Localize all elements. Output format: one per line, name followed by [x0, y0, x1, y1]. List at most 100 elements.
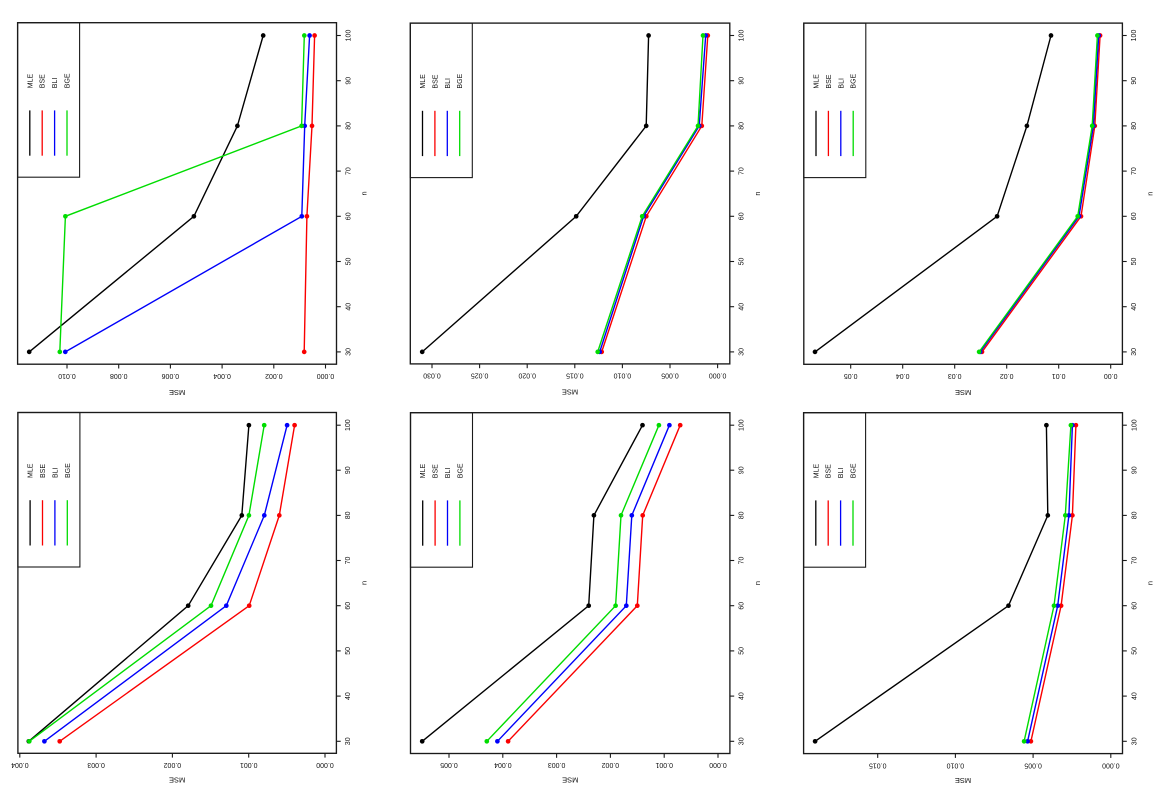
svg-text:0.000: 0.000 [317, 372, 335, 379]
svg-text:n: n [360, 581, 369, 585]
svg-text:90: 90 [1131, 466, 1138, 474]
svg-text:BSE: BSE [826, 74, 833, 88]
svg-text:50: 50 [1131, 647, 1138, 655]
svg-text:30: 30 [345, 737, 352, 745]
svg-text:0.003: 0.003 [548, 761, 566, 768]
svg-text:n: n [360, 191, 369, 195]
svg-text:MSE: MSE [955, 776, 971, 785]
svg-text:BGE: BGE [851, 73, 858, 88]
svg-text:90: 90 [345, 77, 352, 85]
svg-text:BLI: BLI [838, 468, 845, 479]
svg-text:0.001: 0.001 [240, 761, 258, 768]
svg-text:30: 30 [1131, 737, 1138, 745]
svg-text:n: n [753, 581, 762, 585]
svg-text:0.001: 0.001 [655, 761, 673, 768]
svg-text:BLI: BLI [52, 467, 59, 478]
svg-text:n: n [753, 191, 762, 195]
svg-text:40: 40 [1131, 303, 1138, 311]
svg-text:BSE: BSE [40, 74, 47, 88]
svg-text:BSE: BSE [433, 464, 440, 478]
svg-text:MLE: MLE [420, 74, 427, 89]
svg-text:60: 60 [345, 212, 352, 220]
svg-text:50: 50 [1131, 258, 1138, 266]
svg-text:0.005: 0.005 [661, 372, 679, 379]
svg-text:40: 40 [345, 303, 352, 311]
svg-text:0.002: 0.002 [265, 372, 283, 379]
svg-text:0.000: 0.000 [316, 761, 334, 768]
svg-text:0.01: 0.01 [1052, 372, 1066, 379]
svg-text:80: 80 [739, 122, 746, 130]
svg-text:MLE: MLE [27, 73, 34, 88]
svg-text:0.000: 0.000 [709, 761, 727, 768]
svg-text:60: 60 [345, 602, 352, 610]
svg-text:BSE: BSE [40, 464, 47, 478]
svg-text:BLI: BLI [445, 78, 452, 89]
svg-text:30: 30 [739, 737, 746, 745]
svg-text:MLE: MLE [28, 463, 35, 478]
svg-text:0.006: 0.006 [162, 372, 180, 379]
svg-text:0.008: 0.008 [110, 372, 128, 379]
svg-text:60: 60 [739, 602, 746, 610]
svg-text:MSE: MSE [955, 388, 971, 397]
svg-text:0.000: 0.000 [1102, 761, 1120, 768]
svg-text:MLE: MLE [813, 74, 820, 89]
svg-text:0.010: 0.010 [58, 372, 76, 379]
svg-text:30: 30 [1131, 348, 1138, 356]
svg-text:0.00: 0.00 [1104, 372, 1118, 379]
svg-text:BLI: BLI [445, 468, 452, 479]
svg-text:0.04: 0.04 [896, 372, 910, 379]
svg-text:50: 50 [345, 258, 352, 266]
svg-text:70: 70 [345, 557, 352, 565]
svg-text:BGE: BGE [64, 73, 71, 88]
svg-text:MLE: MLE [813, 463, 820, 478]
svg-text:70: 70 [1131, 557, 1138, 565]
svg-text:60: 60 [1131, 212, 1138, 220]
svg-text:MSE: MSE [562, 387, 578, 396]
svg-text:0.003: 0.003 [87, 761, 105, 768]
svg-text:0.005: 0.005 [1024, 761, 1042, 768]
svg-text:0.010: 0.010 [614, 372, 632, 379]
svg-text:70: 70 [739, 557, 746, 565]
svg-text:0.020: 0.020 [518, 372, 536, 379]
svg-text:0.002: 0.002 [602, 761, 620, 768]
svg-text:50: 50 [345, 647, 352, 655]
svg-text:40: 40 [739, 692, 746, 700]
svg-text:0.010: 0.010 [947, 761, 965, 768]
svg-text:80: 80 [345, 511, 352, 519]
svg-text:n: n [1146, 581, 1155, 585]
svg-text:30: 30 [345, 348, 352, 356]
svg-text:BGE: BGE [65, 463, 72, 478]
svg-text:MSE: MSE [169, 388, 185, 397]
svg-text:0.004: 0.004 [213, 372, 231, 379]
svg-text:BGE: BGE [850, 463, 857, 478]
svg-text:80: 80 [739, 511, 746, 519]
svg-text:0.002: 0.002 [164, 761, 182, 768]
svg-text:60: 60 [739, 212, 746, 220]
svg-text:MLE: MLE [420, 463, 427, 478]
svg-text:0.02: 0.02 [1000, 372, 1014, 379]
svg-text:n: n [1146, 192, 1155, 196]
svg-text:MSE: MSE [562, 776, 578, 785]
svg-text:90: 90 [739, 77, 746, 85]
svg-text:30: 30 [739, 348, 746, 356]
svg-text:80: 80 [345, 122, 352, 130]
svg-text:90: 90 [345, 466, 352, 474]
svg-text:40: 40 [1131, 692, 1138, 700]
svg-text:70: 70 [739, 167, 746, 175]
svg-text:100: 100 [739, 30, 746, 42]
svg-text:BGE: BGE [457, 73, 464, 88]
svg-text:BSE: BSE [432, 74, 439, 88]
svg-text:50: 50 [739, 258, 746, 266]
svg-text:0.015: 0.015 [869, 761, 887, 768]
svg-text:80: 80 [1131, 122, 1138, 130]
svg-text:0.004: 0.004 [494, 761, 512, 768]
svg-text:0.030: 0.030 [423, 372, 441, 379]
svg-text:0.000: 0.000 [709, 372, 727, 379]
svg-text:70: 70 [1131, 167, 1138, 175]
svg-text:0.05: 0.05 [844, 372, 858, 379]
svg-text:0.004: 0.004 [11, 761, 29, 768]
svg-text:0.025: 0.025 [471, 372, 489, 379]
svg-text:BLI: BLI [52, 78, 59, 89]
svg-text:BLI: BLI [838, 78, 845, 89]
svg-text:100: 100 [345, 419, 352, 431]
